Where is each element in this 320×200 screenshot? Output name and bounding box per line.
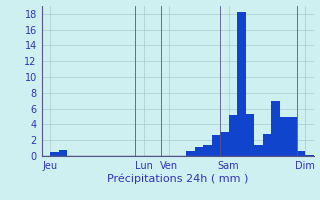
Bar — [186, 151, 195, 156]
Bar — [254, 145, 263, 156]
Bar — [237, 12, 246, 156]
Bar — [212, 135, 220, 156]
Bar — [305, 155, 314, 156]
Bar — [59, 150, 67, 156]
Bar — [246, 114, 254, 156]
Bar — [288, 117, 297, 156]
Bar — [297, 151, 305, 156]
Bar — [220, 132, 228, 156]
Bar — [280, 117, 288, 156]
Bar — [195, 147, 203, 156]
Bar — [203, 145, 212, 156]
Bar — [263, 134, 271, 156]
Bar — [50, 152, 59, 156]
Bar — [228, 115, 237, 156]
X-axis label: Précipitations 24h ( mm ): Précipitations 24h ( mm ) — [107, 174, 248, 184]
Bar — [271, 101, 280, 156]
